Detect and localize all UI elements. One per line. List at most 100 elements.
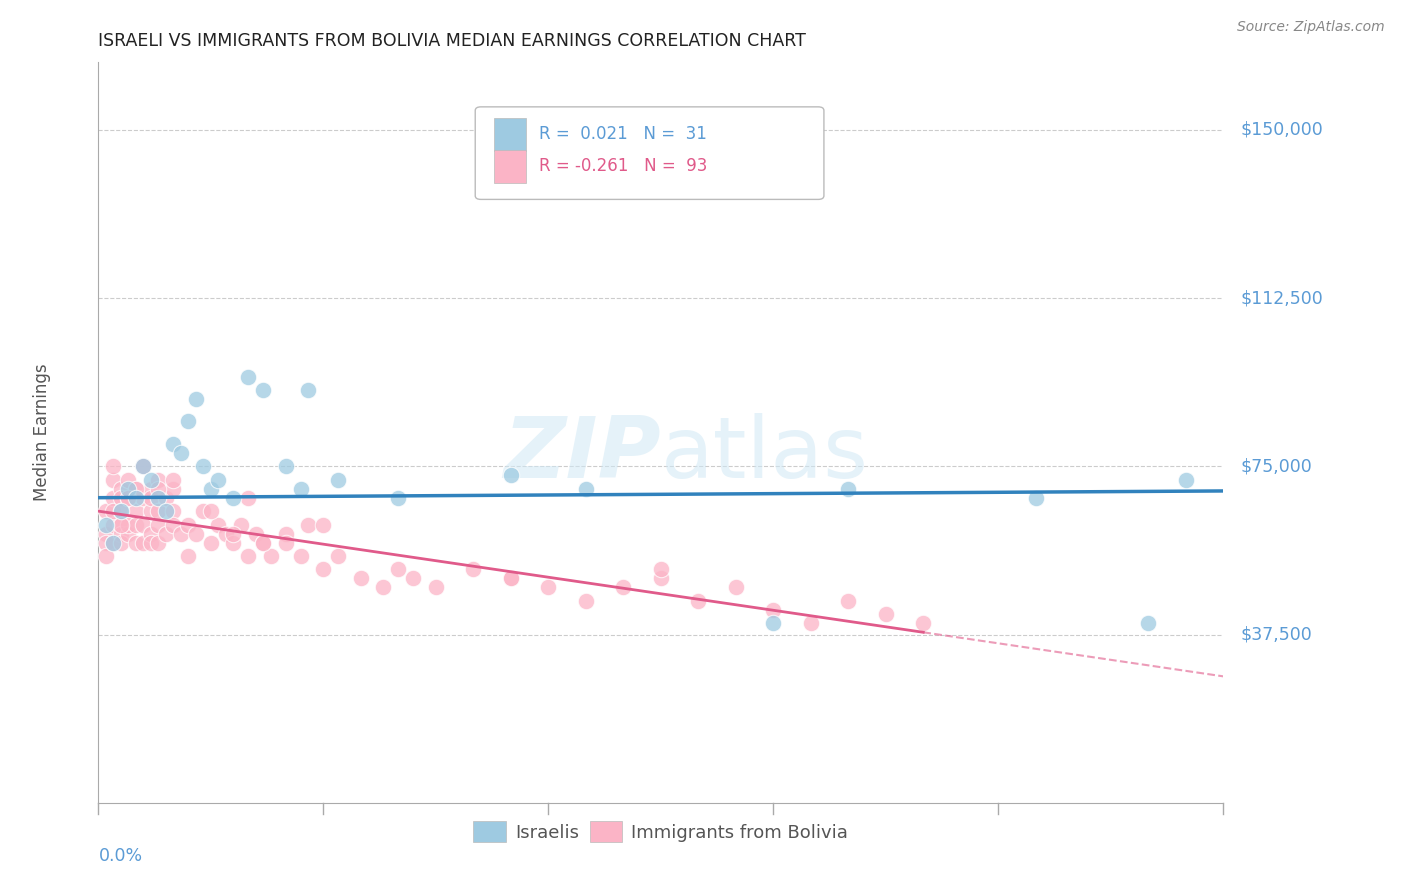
Point [139,504,162,518]
Point [200,504,222,518]
Point [222,526,245,541]
Point [162,504,184,518]
Point [132,535,155,549]
Text: 0.0%: 0.0% [98,847,142,865]
Point [110,517,132,532]
Point [260,549,283,563]
Text: $150,000: $150,000 [1240,120,1323,139]
Point [117,491,139,505]
Point [170,526,193,541]
Point [148,535,170,549]
Text: ZIP: ZIP [503,413,661,496]
Point [139,535,162,549]
Text: Median Earnings: Median Earnings [34,364,51,501]
Point [274,459,297,474]
Point [238,549,260,563]
Point [184,392,207,406]
Point [328,549,350,563]
Point [762,616,785,631]
Point [110,504,132,518]
Point [103,504,125,518]
Point [1137,616,1160,631]
Point [290,549,312,563]
Point [117,482,139,496]
Point [837,482,859,496]
Point [274,535,297,549]
Point [155,526,177,541]
Point [170,446,193,460]
Point [162,473,184,487]
Point [800,616,823,631]
Point [387,491,409,505]
Point [103,491,125,505]
Point [328,473,350,487]
Point [139,491,162,505]
Point [162,437,184,451]
Point [148,517,170,532]
Point [177,549,200,563]
Point [499,571,522,585]
Point [148,491,170,505]
Point [252,535,274,549]
Point [110,517,132,532]
Point [148,504,170,518]
Text: R =  0.021   N =  31: R = 0.021 N = 31 [540,125,707,144]
Point [229,517,252,532]
Point [499,571,522,585]
Point [207,517,229,532]
Point [132,517,155,532]
Point [110,491,132,505]
Point [125,517,148,532]
Point [238,369,260,384]
Point [177,517,200,532]
Point [94,549,117,563]
Point [650,571,672,585]
Point [139,526,162,541]
Point [373,581,395,595]
Point [103,459,125,474]
Point [575,594,598,608]
Point [350,571,373,585]
Point [184,526,207,541]
Point [139,482,162,496]
Point [148,473,170,487]
Bar [495,118,526,152]
Point [575,482,598,496]
Point [612,581,634,595]
Point [402,571,425,585]
Point [274,526,297,541]
Point [1174,473,1197,487]
Point [222,535,245,549]
Point [297,383,319,397]
Text: $112,500: $112,500 [1240,289,1323,307]
Point [125,491,148,505]
Text: $37,500: $37,500 [1240,625,1312,643]
Point [117,491,139,505]
Point [312,517,335,532]
Point [425,581,447,595]
Point [193,459,215,474]
Point [252,535,274,549]
Point [1025,491,1047,505]
Point [125,482,148,496]
Point [110,535,132,549]
Bar [495,150,526,183]
Point [132,459,155,474]
Point [148,482,170,496]
Text: Source: ZipAtlas.com: Source: ZipAtlas.com [1237,20,1385,34]
Point [117,517,139,532]
Point [94,517,117,532]
Point [238,491,260,505]
Point [387,562,409,576]
FancyBboxPatch shape [475,107,824,200]
Point [837,594,859,608]
Point [215,526,238,541]
Point [688,594,710,608]
Point [724,581,747,595]
Point [125,482,148,496]
Point [94,535,117,549]
Point [252,383,274,397]
Point [94,526,117,541]
Point [103,535,125,549]
Text: R = -0.261   N =  93: R = -0.261 N = 93 [540,157,707,175]
